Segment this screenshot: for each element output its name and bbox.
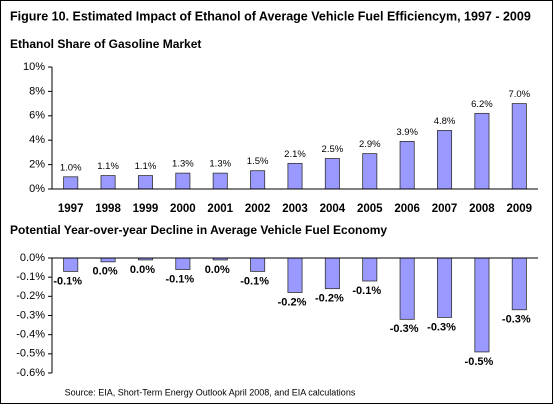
y-tick-label: 0.0% [20,252,45,264]
data-label: 2.5% [322,144,344,155]
bar [287,162,303,190]
bar [324,158,340,190]
x-tick-label: 2009 [507,203,533,215]
y-tick-label: 6% [29,110,45,122]
data-label: 2.9% [359,139,381,150]
bar [474,257,490,353]
bar [175,172,191,190]
x-tick-label: 2005 [357,203,383,215]
data-label: 1.5% [247,156,269,167]
x-tick-label: 2003 [282,203,308,215]
bar [511,257,527,311]
data-label: -0.1% [240,275,269,287]
data-label: -0.2% [278,296,307,308]
y-tick-label: -0.1% [16,271,45,283]
bar [324,257,340,290]
bar [474,112,490,190]
y-tick-label: 4% [29,134,45,146]
bar [137,175,153,190]
x-tick-label: 2008 [469,203,495,215]
data-label: 4.8% [434,116,456,127]
x-tick-label: 2004 [320,203,346,215]
data-label: 1.3% [172,159,194,170]
data-label: 1.1% [97,161,119,172]
bar [511,103,527,190]
x-tick-label: 2007 [432,203,458,215]
y-tick-label: 10% [23,61,45,73]
bar [362,257,378,282]
data-label: 7.0% [508,89,530,100]
bar [100,257,116,263]
data-label: 0.0% [205,264,230,276]
data-label: -0.1% [165,273,194,285]
data-label: -0.3% [502,314,531,326]
data-label: -0.5% [465,356,494,368]
data-label: 2.1% [284,149,306,160]
chart-title: Potential Year-over-year Decline in Aver… [10,223,387,237]
data-label: -0.3% [390,323,419,335]
bar [212,172,228,190]
data-label: -0.3% [427,321,456,333]
data-label: -0.2% [315,293,344,305]
bar [250,257,266,272]
chart-title: Ethanol Share of Gasoline Market [10,37,201,51]
bar [437,130,453,190]
data-label: 3.9% [396,127,418,138]
y-tick-label: -0.6% [16,367,45,379]
bar [175,257,191,270]
bar [63,176,79,190]
bar [362,153,378,190]
bar [100,175,116,190]
x-tick-label: 1997 [58,203,84,215]
bar [399,141,415,190]
bar [399,257,415,320]
data-label: 1.1% [135,161,157,172]
data-label: -0.1% [352,285,381,297]
x-tick-label: 2001 [207,203,233,215]
x-tick-label: 1998 [95,203,121,215]
bar [437,257,453,318]
y-tick-label: -0.2% [16,290,45,302]
frame [0,0,553,404]
bar [250,170,266,190]
x-tick-label: 2000 [170,203,196,215]
x-tick-label: 1999 [133,203,159,215]
x-tick-label: 2006 [394,203,420,215]
y-tick-label: 2% [29,159,45,171]
y-tick-label: 8% [29,85,45,97]
data-label: 1.3% [209,159,231,170]
bar [287,257,303,293]
data-label: 0.0% [93,266,118,278]
data-label: 1.0% [60,162,82,173]
data-label: 0.0% [130,264,155,276]
bar [63,257,79,272]
data-label: 6.2% [471,99,493,110]
figure-title: Figure 10. Estimated Impact of Ethanol o… [10,9,531,23]
y-tick-label: -0.5% [16,348,45,360]
y-tick-label: -0.3% [16,309,45,321]
y-tick-label: -0.4% [16,329,45,341]
x-tick-label: 2002 [245,203,271,215]
y-tick-label: 0% [29,183,45,195]
data-label: -0.1% [53,275,82,287]
source-note: Source: EIA, Short-Term Energy Outlook A… [65,387,356,397]
